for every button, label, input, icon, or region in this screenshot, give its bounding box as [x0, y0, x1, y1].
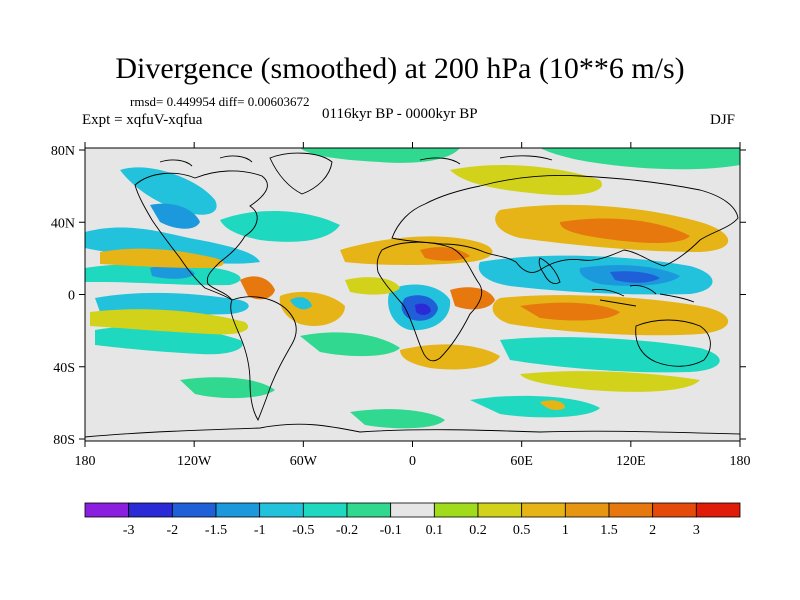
colorbar-label: 1 [562, 523, 569, 538]
colorbar-segment [390, 502, 435, 518]
coastline-antarctica [85, 423, 740, 438]
experiment-label: Expt = xqfuV-xqfua [82, 112, 203, 128]
colorbar-label: 0.5 [513, 523, 531, 538]
coastline-greenland [269, 152, 333, 195]
lon-label: 180 [730, 454, 751, 469]
colorbar-segment [521, 502, 566, 518]
coastline-north-america [134, 170, 268, 301]
colorbar-labels: -3 -2 -1.5 -1 -0.5 -0.2 -0.1 0.1 0.2 0.5 1 1.5 2 3 [123, 523, 700, 538]
divergence-field [85, 148, 740, 429]
lat-label: 80S [53, 433, 75, 448]
lat-label: 80N [51, 144, 75, 159]
colorbar-label: -1 [254, 523, 266, 538]
field-negative-region [290, 297, 312, 310]
field-positive-region [400, 344, 500, 370]
field-negative-region [540, 148, 740, 170]
field-positive-region [240, 276, 275, 300]
colorbar-label: -3 [123, 523, 135, 538]
colorbar-label: 1.5 [600, 523, 618, 538]
colorbar-label: 3 [693, 523, 700, 538]
season-label: DJF [710, 112, 736, 128]
field-negative-region [610, 271, 660, 283]
field-negative-region [470, 395, 600, 418]
coastline-arctic-islands [159, 155, 553, 167]
longitude-labels: 180 120W 60W 0 60E 120E 180 [75, 454, 751, 469]
field-positive-region [420, 247, 470, 261]
field-negative-region [300, 148, 460, 163]
lon-label: 120W [177, 454, 212, 469]
colorbar-segment [259, 502, 304, 518]
lat-label: 0 [68, 289, 75, 304]
field-positive-region [560, 218, 690, 243]
lat-label: 40N [51, 216, 75, 231]
longitude-ticks [84, 142, 741, 447]
colorbar-segment [695, 502, 741, 518]
colorbar-segment [564, 502, 610, 518]
colorbar-label: -0.1 [380, 523, 402, 538]
field-positive-region [90, 309, 249, 335]
colorbar-label: -0.2 [336, 523, 358, 538]
coastlines [85, 152, 740, 438]
map-title: Divergence (smoothed) at 200 hPa (10**6 … [115, 52, 685, 85]
colorbar-label: -0.5 [292, 523, 314, 538]
colorbar [84, 502, 741, 518]
field-negative-region [500, 337, 720, 373]
coastline-maritime-continent [591, 285, 695, 307]
rmsd-diff-stats: rmsd= 0.449954 diff= 0.00603672 [130, 94, 310, 109]
colorbar-segment [84, 502, 130, 518]
coastline-africa [376, 241, 483, 362]
lon-label: 0 [409, 454, 416, 469]
field-negative-region [220, 210, 340, 242]
field-negative-region [95, 292, 249, 315]
colorbar-segment [477, 502, 523, 518]
colorbar-segment [128, 502, 173, 518]
colorbar-segment [608, 502, 654, 518]
field-negative-region [150, 265, 195, 279]
colorbar-segment [215, 502, 261, 518]
colorbar-label: -1.5 [205, 523, 227, 538]
field-positive-region [450, 287, 495, 310]
latitude-labels: 80N 40N 0 40S 80S [51, 144, 75, 448]
colorbar-label: 2 [649, 523, 656, 538]
field-positive-region [450, 165, 602, 196]
colorbar-segment [171, 502, 217, 518]
coastline-south-america [230, 296, 297, 422]
colorbar-label: -2 [166, 523, 178, 538]
field-positive-region [540, 400, 565, 410]
colorbar-segment [346, 502, 392, 518]
lon-label: 60W [290, 454, 318, 469]
field-negative-region [180, 377, 275, 399]
coastline-eurasia [391, 175, 739, 273]
coastline-india [538, 257, 561, 285]
lon-label: 60E [510, 454, 533, 469]
field-positive-region [345, 277, 400, 295]
coastline-australia [635, 319, 711, 367]
field-negative-region [350, 409, 445, 429]
lon-label: 120E [616, 454, 646, 469]
colorbar-segment [433, 502, 479, 518]
field-negative-region [300, 332, 400, 357]
colorbar-label: 0.1 [426, 523, 444, 538]
colorbar-segment [302, 502, 348, 518]
colorbar-label: 0.2 [469, 523, 487, 538]
field-negative-region [150, 203, 200, 229]
field-positive-region [520, 371, 700, 392]
latitude-ticks [79, 149, 746, 440]
field-positive-region [100, 248, 224, 268]
lat-label: 40S [53, 361, 75, 376]
colorbar-segment [652, 502, 697, 518]
field-negative-region [415, 303, 431, 315]
period-label: 0116kyr BP - 0000kyr BP [322, 106, 478, 122]
lon-label: 180 [75, 454, 96, 469]
field-positive-region [520, 302, 620, 321]
